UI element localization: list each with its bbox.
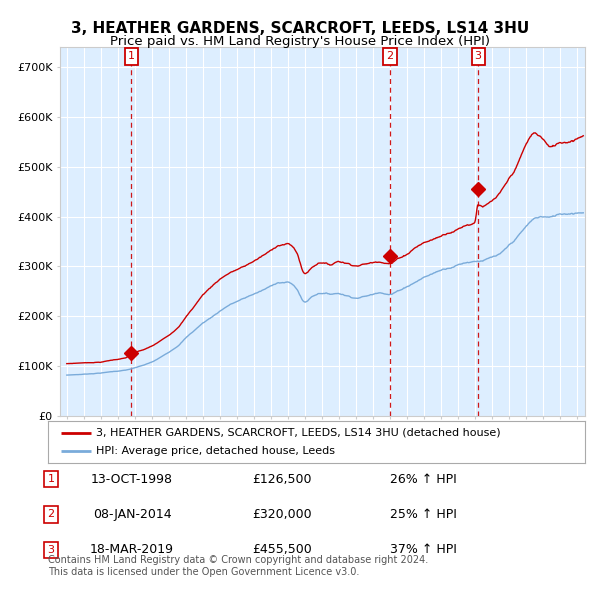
Text: 3: 3 xyxy=(475,51,482,61)
Text: Contains HM Land Registry data © Crown copyright and database right 2024.
This d: Contains HM Land Registry data © Crown c… xyxy=(48,555,428,577)
Text: HPI: Average price, detached house, Leeds: HPI: Average price, detached house, Leed… xyxy=(97,446,335,456)
Text: £320,000: £320,000 xyxy=(252,508,312,521)
Text: £126,500: £126,500 xyxy=(252,473,312,486)
Text: 13-OCT-1998: 13-OCT-1998 xyxy=(91,473,173,486)
Text: 2: 2 xyxy=(47,510,55,519)
Text: 1: 1 xyxy=(47,474,55,484)
Text: 25% ↑ HPI: 25% ↑ HPI xyxy=(390,508,457,521)
Text: Price paid vs. HM Land Registry's House Price Index (HPI): Price paid vs. HM Land Registry's House … xyxy=(110,35,490,48)
Text: 3, HEATHER GARDENS, SCARCROFT, LEEDS, LS14 3HU (detached house): 3, HEATHER GARDENS, SCARCROFT, LEEDS, LS… xyxy=(97,428,501,438)
Text: 26% ↑ HPI: 26% ↑ HPI xyxy=(390,473,457,486)
Text: 18-MAR-2019: 18-MAR-2019 xyxy=(90,543,174,556)
Text: 08-JAN-2014: 08-JAN-2014 xyxy=(92,508,172,521)
Text: 3: 3 xyxy=(47,545,55,555)
Text: £455,500: £455,500 xyxy=(252,543,312,556)
Text: 3, HEATHER GARDENS, SCARCROFT, LEEDS, LS14 3HU: 3, HEATHER GARDENS, SCARCROFT, LEEDS, LS… xyxy=(71,21,529,35)
Text: 37% ↑ HPI: 37% ↑ HPI xyxy=(390,543,457,556)
Text: 1: 1 xyxy=(128,51,134,61)
Text: 2: 2 xyxy=(386,51,394,61)
